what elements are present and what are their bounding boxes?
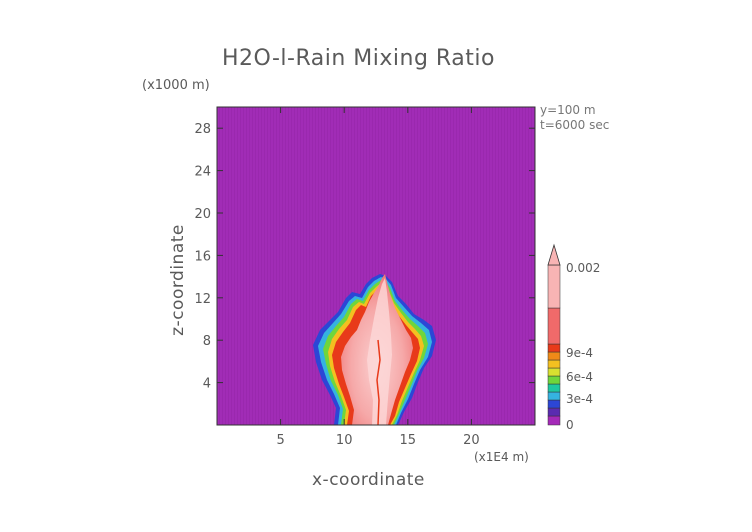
rain-shaft: [376, 339, 381, 426]
colorbar-label: 6e-4: [566, 370, 593, 384]
colorbar-segment: [547, 343, 561, 353]
y-tick-label: 16: [194, 249, 211, 264]
colorbar-segment: [547, 391, 561, 401]
y-tick-label: 24: [194, 165, 211, 180]
colorbar-segment: [547, 264, 561, 309]
x-tick-label: 10: [336, 433, 353, 448]
colorbar-segment: [547, 359, 561, 369]
colorbar-label: 0.002: [566, 261, 600, 275]
x-tick-label: 20: [463, 433, 480, 448]
annotation-block: y=100 m t=6000 sec: [540, 103, 609, 133]
colorbar-segment: [547, 407, 561, 417]
y-tick-label: 28: [194, 122, 211, 137]
x-tick-label: 15: [400, 433, 417, 448]
colorbar-label: 0: [566, 418, 574, 432]
colorbar-label: 3e-4: [566, 392, 593, 406]
plot-frame: [216, 106, 536, 426]
x-tick-label: 5: [276, 433, 284, 448]
annotation-t: t=6000 sec: [540, 118, 610, 132]
colorbar-segment: [547, 375, 561, 385]
colorbar-segment: [547, 307, 561, 345]
colorbar-extend-arrow: [547, 243, 561, 266]
x-unit-label: (x1E4 m): [474, 450, 529, 464]
y-tick-label: 8: [203, 334, 211, 349]
y-unit-label: (x1000 m): [142, 78, 210, 93]
annotation-y: y=100 m: [540, 103, 596, 117]
colorbar-label: 9e-4: [566, 346, 593, 360]
colorbar-segment: [547, 367, 561, 377]
y-axis-ticks: 4 8 12 16 20 24 28: [194, 122, 535, 392]
y-tick-label: 4: [203, 377, 211, 392]
colorbar: 0 3e-4 6e-4 9e-4 0.002: [547, 243, 600, 432]
x-axis-ticks: 5 10 15 20: [276, 107, 480, 448]
colorbar-segment: [547, 415, 561, 426]
y-tick-label: 12: [194, 292, 211, 307]
colorbar-segment: [547, 351, 561, 361]
y-tick-label: 20: [194, 207, 211, 222]
rain-field: [313, 274, 436, 426]
chart-title: H2O-l-Rain Mixing Ratio: [222, 46, 495, 71]
colorbar-segment: [547, 383, 561, 393]
colorbar-segment: [547, 399, 561, 409]
x-axis-label: x-coordinate: [312, 470, 425, 490]
